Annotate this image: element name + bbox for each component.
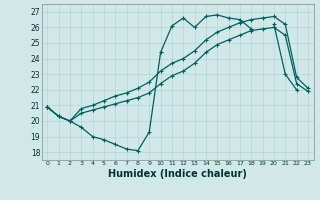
X-axis label: Humidex (Indice chaleur): Humidex (Indice chaleur) <box>108 169 247 179</box>
